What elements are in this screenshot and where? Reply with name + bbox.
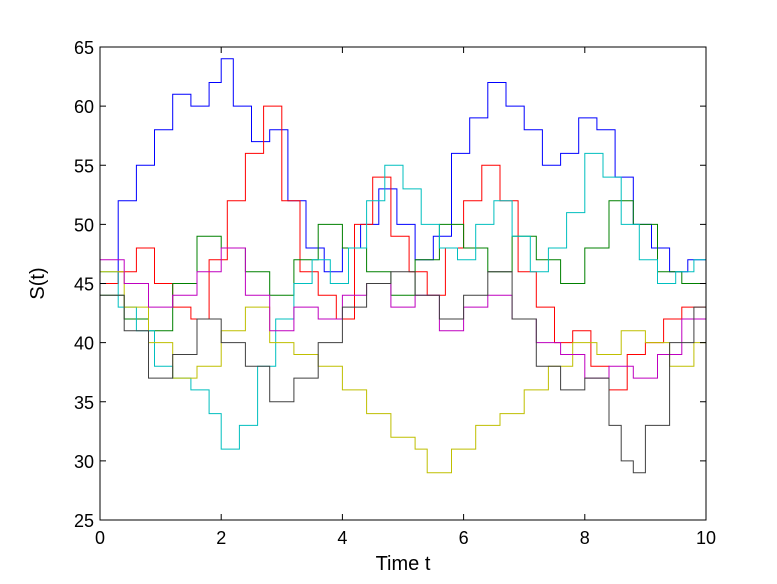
y-tick-label: 45 [74, 275, 94, 295]
series-line-4 [100, 152, 707, 450]
y-tick-label: 65 [74, 38, 94, 58]
x-tick-label: 2 [216, 528, 226, 548]
y-tick-label: 30 [74, 452, 94, 472]
y-tick-label: 55 [74, 156, 94, 176]
y-tick-label: 60 [74, 97, 94, 117]
y-tick-label: 40 [74, 334, 94, 354]
series-layer [100, 58, 707, 474]
x-tick-label: 0 [95, 528, 105, 548]
x-axis-label: Time t [376, 553, 431, 575]
y-tick-label: 50 [74, 215, 94, 235]
x-tick-label: 6 [459, 528, 469, 548]
series-line-7 [100, 271, 707, 474]
x-tick-label: 10 [696, 528, 716, 548]
y-tick-label: 35 [74, 393, 94, 413]
x-tick-label: 4 [337, 528, 347, 548]
series-line-5 [100, 271, 707, 474]
ticks-layer: 0 2 4 6 8 10 25 30 35 40 45 50 55 60 65 [74, 38, 716, 548]
y-axis-label: S(t) [27, 267, 49, 299]
series-line-1 [100, 58, 707, 284]
series-line-6 [100, 247, 707, 379]
y-tick-label: 25 [74, 511, 94, 531]
x-tick-label: 8 [580, 528, 590, 548]
